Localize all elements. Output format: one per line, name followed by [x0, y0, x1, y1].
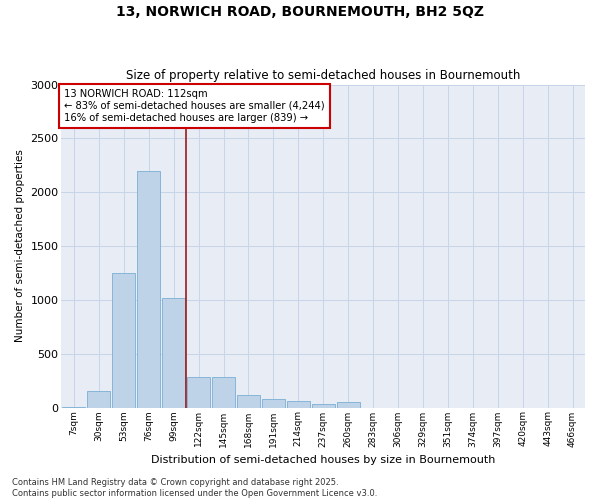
Bar	[237, 394, 260, 407]
Bar	[287, 401, 310, 407]
Bar	[137, 170, 160, 408]
Bar	[212, 378, 235, 408]
Text: 13, NORWICH ROAD, BOURNEMOUTH, BH2 5QZ: 13, NORWICH ROAD, BOURNEMOUTH, BH2 5QZ	[116, 5, 484, 19]
Bar	[187, 378, 210, 408]
Bar	[112, 273, 135, 407]
Text: 13 NORWICH ROAD: 112sqm
← 83% of semi-detached houses are smaller (4,244)
16% of: 13 NORWICH ROAD: 112sqm ← 83% of semi-de…	[64, 90, 325, 122]
X-axis label: Distribution of semi-detached houses by size in Bournemouth: Distribution of semi-detached houses by …	[151, 455, 496, 465]
Bar	[312, 404, 335, 407]
Bar	[337, 402, 359, 407]
Text: Contains HM Land Registry data © Crown copyright and database right 2025.
Contai: Contains HM Land Registry data © Crown c…	[12, 478, 377, 498]
Title: Size of property relative to semi-detached houses in Bournemouth: Size of property relative to semi-detach…	[126, 69, 520, 82]
Bar	[262, 399, 285, 407]
Y-axis label: Number of semi-detached properties: Number of semi-detached properties	[15, 150, 25, 342]
Bar	[62, 407, 85, 408]
Bar	[88, 392, 110, 407]
Bar	[162, 298, 185, 408]
